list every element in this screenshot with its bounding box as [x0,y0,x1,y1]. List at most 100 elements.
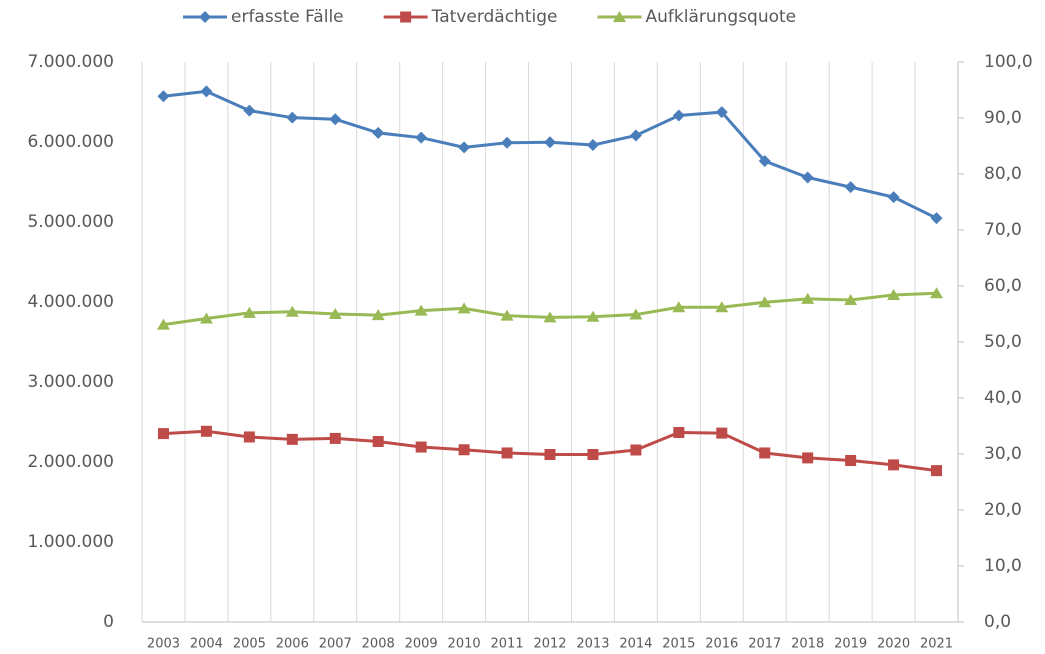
marker [587,448,599,460]
y2-tick-label: 20,0 [984,500,1022,520]
marker [586,310,600,322]
marker [501,447,513,459]
marker [672,301,686,313]
y-tick-label: 1.000.000 [27,532,114,552]
legend-label: Tatverdächtige [431,7,558,27]
marker [629,129,642,142]
marker [457,302,471,314]
y2-tick-label: 0,0 [984,612,1011,632]
legend: erfasste Fälle Tatverdächtige Aufklärungsq… [183,7,796,27]
marker [930,212,943,225]
marker [157,90,170,103]
marker [672,109,685,122]
series-line [163,89,938,220]
y-tick-label: 2.000.000 [27,452,114,472]
marker [243,104,256,117]
marker [500,309,514,321]
marker [801,292,815,304]
marker [501,136,514,149]
marker [372,126,385,139]
marker [759,447,771,459]
y2-tick-label: 10,0 [984,556,1022,576]
x-tick-label: 2012 [533,637,566,652]
y-tick-label: 5.000.000 [27,212,114,232]
y2-tick-label: 70,0 [984,220,1022,240]
marker [286,111,299,124]
marker [200,85,213,98]
marker [400,11,412,23]
marker [845,454,857,466]
y-tick-label: 4.000.000 [27,292,114,312]
x-tick-label: 2018 [791,637,824,652]
y-tick-label: 0 [103,612,114,632]
y-tick-label: 7.000.000 [27,52,114,72]
marker [629,308,643,320]
x-tick-label: 2005 [233,637,266,652]
legend-label: erfasste Fälle [231,7,344,27]
x-tick-label: 2006 [276,637,309,652]
marker [888,459,900,471]
x-tick-label: 2004 [190,637,223,652]
marker [415,441,427,453]
marker [242,306,256,318]
x-tick-label: 2017 [748,637,781,652]
marker [328,308,342,319]
marker [612,11,626,22]
marker [286,433,298,445]
x-tick-label: 2021 [920,637,953,652]
y-tick-label: 3.000.000 [27,372,114,392]
marker [458,444,470,456]
y2-tick-label: 30,0 [984,444,1022,464]
marker [716,427,728,439]
marker [285,305,299,317]
marker [543,311,557,323]
marker [586,139,599,152]
marker [200,425,212,437]
x-tick-label: 2009 [405,637,438,652]
marker [243,431,255,443]
legend-label: Aufklärungsquote [645,7,796,27]
x-tick-label: 2013 [576,637,609,652]
marker [802,452,814,464]
marker [844,181,857,194]
marker [157,428,169,440]
marker [930,287,944,299]
y2-tick-label: 40,0 [984,388,1022,408]
marker [844,294,858,305]
marker [887,288,901,300]
marker [544,136,556,149]
y2-tick-label: 50,0 [984,332,1022,352]
marker [329,432,341,444]
x-tick-label: 2010 [448,637,481,652]
marker [931,465,943,477]
x-tick-label: 2015 [662,637,695,652]
y2-tick-label: 80,0 [984,164,1022,184]
x-tick-label: 2011 [491,637,524,652]
marker [673,426,685,438]
marker [758,155,771,168]
marker [414,304,428,316]
y-tick-label: 6.000.000 [27,132,114,152]
marker [199,11,211,23]
x-tick-label: 2007 [319,637,352,652]
x-tick-label: 2014 [619,637,652,652]
x-tick-label: 2019 [834,637,867,652]
marker [715,106,728,119]
marker [544,448,556,460]
marker [329,113,342,126]
x-tick-label: 2008 [362,637,395,652]
marker [156,318,170,330]
marker [715,301,729,313]
y2-tick-label: 90,0 [984,108,1022,128]
marker [415,131,428,144]
marker [458,141,471,154]
marker [630,444,642,456]
y2-tick-label: 60,0 [984,276,1022,296]
marker [758,296,772,308]
marker [801,171,814,184]
y2-tick-label: 100,0 [984,52,1033,72]
x-tick-label: 2016 [705,637,738,652]
marker [199,312,213,324]
x-tick-label: 2020 [877,637,910,652]
